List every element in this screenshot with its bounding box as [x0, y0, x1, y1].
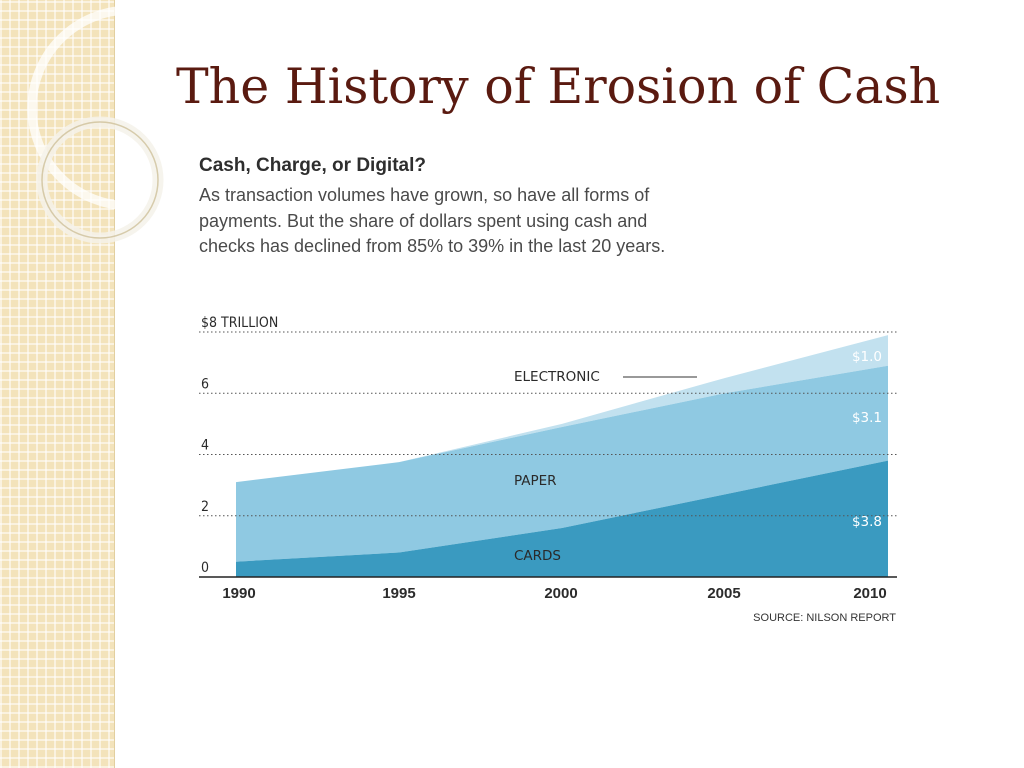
chart-subtitle: As transaction volumes have grown, so ha… [199, 185, 666, 256]
value-label-paper: $3.1 [852, 410, 882, 426]
chart-title: Cash, Charge, or Digital? [199, 155, 426, 176]
x-tick-label: 1990 [222, 585, 255, 602]
x-tick-label: 2005 [707, 585, 740, 602]
y-tick-label: 6 [201, 376, 209, 392]
x-tick-label: 1995 [382, 585, 415, 602]
y-tick-label: 0 [201, 560, 209, 576]
area-paper [236, 365, 888, 562]
source-note: SOURCE: NILSON REPORT [753, 612, 896, 624]
y-tick-label: 2 [201, 499, 209, 515]
slide-title: The History of Erosion of Cash [176, 58, 941, 115]
area-cards [236, 460, 888, 577]
series-label-paper: PAPER [514, 473, 557, 489]
x-tick-label: 2000 [544, 585, 577, 602]
x-tick-label: 2010 [853, 585, 886, 602]
value-label-cards: $3.8 [852, 514, 882, 530]
y-tick-label: $8 TRILLION [201, 315, 278, 331]
series-label-electronic: ELECTRONIC [514, 369, 600, 385]
series-label-cards: CARDS [514, 548, 561, 564]
y-tick-label: 4 [201, 438, 209, 454]
value-label-electronic: $1.0 [852, 349, 882, 365]
